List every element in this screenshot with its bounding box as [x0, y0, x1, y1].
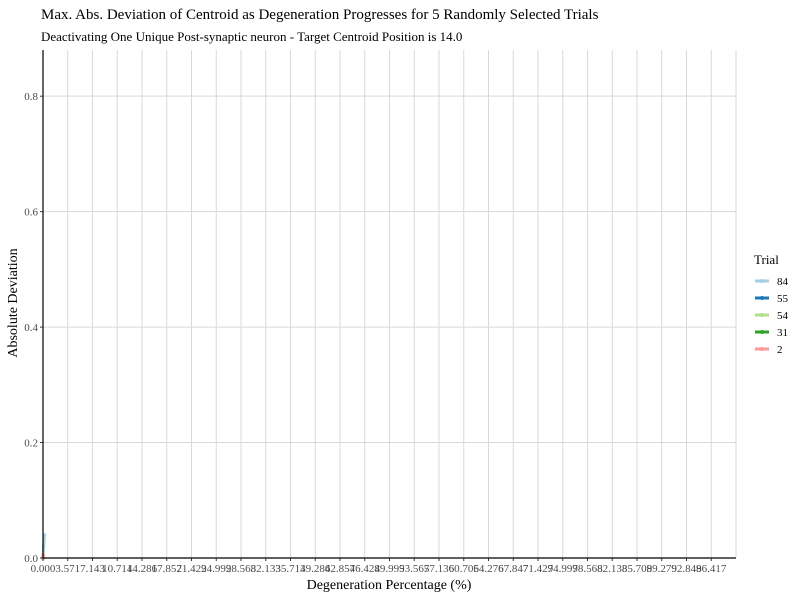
series-group: [41, 533, 47, 560]
y-tick-label: 0.4: [24, 322, 38, 334]
x-tick-label: 64.276: [473, 563, 504, 575]
y-tick-label: 0.6: [24, 207, 38, 219]
x-tick-label: 42.857: [325, 563, 356, 575]
x-tick-label: 92.848: [671, 563, 702, 575]
axes: [40, 50, 736, 561]
x-tick-label: 71.429: [523, 563, 554, 575]
x-tick-label: 24.999: [201, 563, 232, 575]
x-tick-label: 28.568: [226, 563, 257, 575]
x-tick-label: 82.138: [597, 563, 628, 575]
legend-title: Trial: [754, 252, 779, 267]
legend-label-2: 2: [777, 344, 783, 356]
x-axis-label: Degeneration Percentage (%): [307, 578, 472, 593]
legend-label-84: 84: [777, 276, 789, 288]
x-tick-label: 3.571: [55, 563, 80, 575]
x-tick-label: 57.136: [424, 563, 455, 575]
x-tick-label: 53.567: [399, 563, 430, 575]
legend-label-31: 31: [777, 327, 788, 339]
x-tick-label: 78.568: [572, 563, 603, 575]
y-tick-label: 0.0: [24, 553, 38, 565]
legend-key-point-55: [760, 296, 764, 300]
y-tick-label: 0.8: [24, 91, 38, 103]
x-tick-labels: 0.000 3.571 7.14310.71414.28617.85721.4292…: [31, 563, 727, 575]
x-tick-label: 96.417: [696, 563, 727, 575]
y-tick-label: 0.2: [24, 438, 38, 450]
chart-subtitle: Deactivating One Unique Post-synaptic ne…: [41, 29, 462, 44]
x-tick-label: 21.429: [176, 563, 207, 575]
x-tick-label: 46.428: [350, 563, 381, 575]
legend-label-54: 54: [777, 310, 789, 322]
x-tick-label: 14.286: [127, 563, 158, 575]
x-tick-label: 32.133: [251, 563, 282, 575]
x-tick-label: 67.847: [498, 563, 529, 575]
x-tick-label: 10.714: [102, 563, 133, 575]
x-tick-label: 0.000: [31, 563, 56, 575]
x-tick-label: 17.857: [152, 563, 183, 575]
legend-key-point-84: [760, 279, 764, 283]
legend-key-point-2: [760, 347, 764, 351]
x-tick-label: 35.714: [275, 563, 306, 575]
legend: Trial 84 55 54 31 2: [754, 252, 789, 356]
chart-title: Max. Abs. Deviation of Centroid as Degen…: [41, 7, 599, 23]
x-tick-label: 39.286: [300, 563, 331, 575]
legend-key-point-54: [760, 313, 764, 317]
legend-key-point-31: [760, 330, 764, 334]
x-tick-label: 60.705: [449, 563, 480, 575]
legend-label-55: 55: [777, 293, 789, 305]
x-tick-label: 85.709: [622, 563, 653, 575]
x-tick-label: 7.143: [80, 563, 105, 575]
x-tick-label: 89.279: [647, 563, 678, 575]
x-tick-label: 74.999: [548, 563, 579, 575]
grid: [42, 50, 737, 559]
x-tick-label: 49.999: [374, 563, 405, 575]
y-tick-labels: 0.0 0.2 0.4 0.6 0.8: [24, 91, 38, 565]
y-axis-label: Absolute Deviation: [6, 248, 21, 357]
